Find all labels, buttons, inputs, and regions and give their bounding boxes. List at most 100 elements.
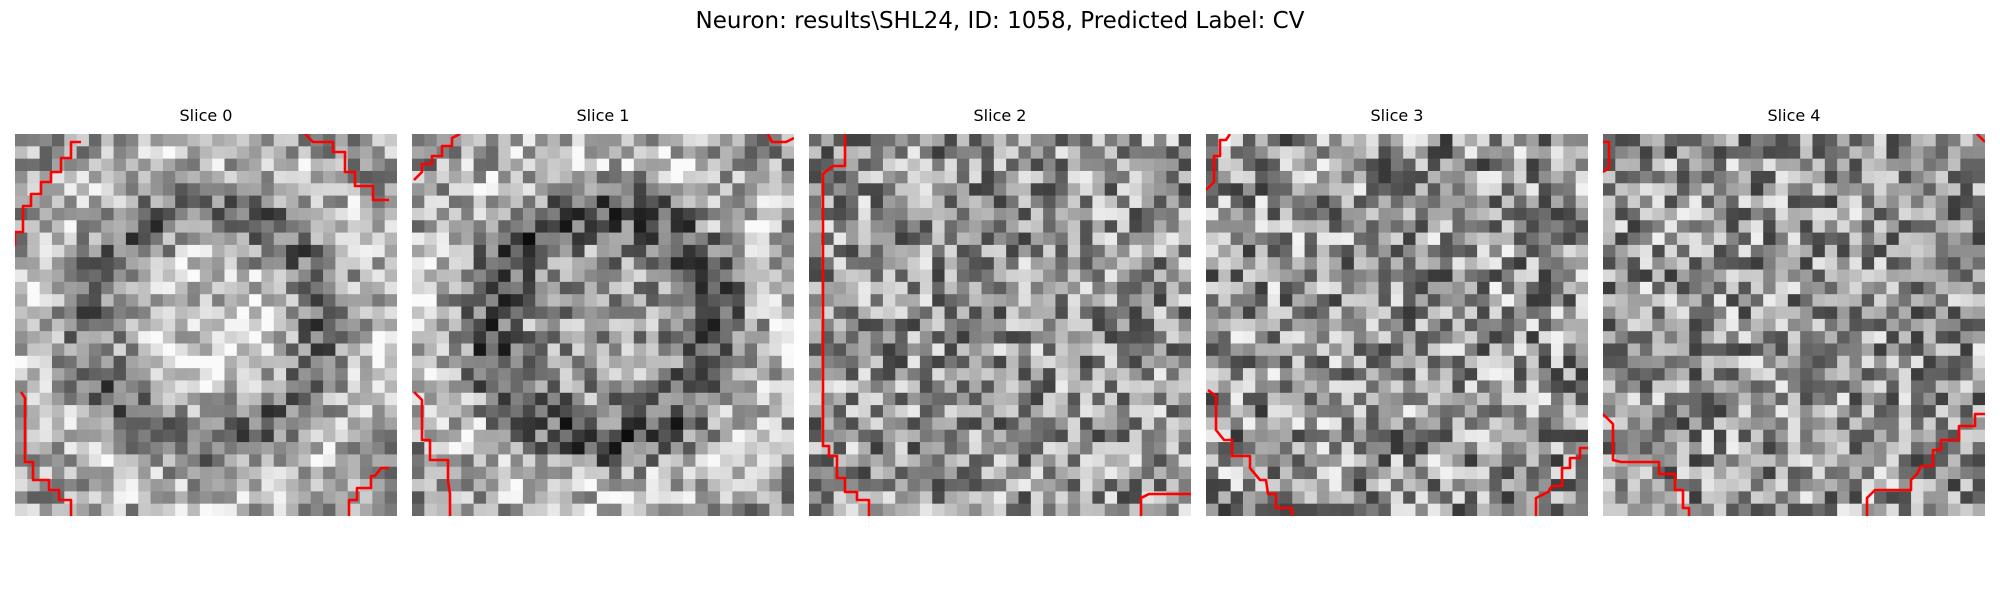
pixel-cell (1329, 232, 1342, 246)
pixel-cell (286, 207, 299, 221)
pixel-cell (1242, 491, 1256, 505)
pixel-cell (744, 158, 758, 172)
pixel-cell (125, 294, 139, 307)
pixel-cell (1427, 207, 1441, 221)
pixel-cell (162, 392, 176, 406)
pixel-cell (1701, 380, 1715, 394)
pixel-cell (1501, 454, 1515, 468)
pixel-cell (1489, 479, 1503, 492)
pixel-cell (1575, 405, 1588, 418)
pixel-cell (1689, 429, 1702, 443)
pixel-cell (384, 331, 397, 344)
pixel-cell (907, 232, 921, 246)
pixel-cell (76, 195, 90, 209)
pixel-cell (769, 479, 783, 492)
pixel-cell (1080, 294, 1093, 307)
pixel-cell (944, 343, 958, 357)
pixel-cell (572, 220, 585, 233)
pixel-cell (1824, 343, 1838, 357)
pixel-cell (981, 306, 995, 320)
pixel-cell (1341, 146, 1355, 160)
pixel-cell (424, 479, 438, 492)
pixel-cell (584, 405, 598, 418)
pixel-cell (572, 405, 585, 418)
pixel-cell (1615, 257, 1629, 270)
pixel-cell (424, 417, 438, 431)
pixel-cell (498, 479, 511, 492)
pixel-cell (113, 331, 127, 344)
pixel-cell (1117, 454, 1130, 468)
pixel-cell (1837, 146, 1850, 160)
pixel-cell (298, 318, 312, 332)
pixel-cell (1639, 479, 1653, 492)
pixel-cell (757, 491, 770, 505)
pixel-cell (670, 158, 684, 172)
pixel-cell (781, 454, 794, 468)
pixel-cell (547, 454, 561, 468)
pixel-cell (1390, 454, 1404, 468)
pixel-cell (683, 331, 696, 344)
pixel-cell (372, 355, 386, 369)
pixel-cell (347, 355, 361, 369)
pixel-cell (461, 207, 475, 221)
pixel-cell (1603, 183, 1616, 197)
pixel-cell (858, 405, 872, 418)
pixel-cell (273, 491, 287, 505)
pixel-cell (138, 479, 151, 492)
pixel-cell (1639, 429, 1653, 443)
pixel-cell (1366, 405, 1379, 418)
pixel-cell (646, 257, 659, 270)
pixel-cell (64, 220, 78, 233)
pixel-cell (1551, 380, 1564, 394)
pixel-cell (1501, 503, 1515, 516)
pixel-cell (384, 244, 397, 258)
pixel-cell (1874, 244, 1887, 258)
pixel-cell (1292, 269, 1305, 283)
pixel-cell (1501, 429, 1515, 443)
pixel-cell (1911, 220, 1924, 233)
pixel-cell (298, 479, 312, 492)
pixel-cell (572, 429, 585, 443)
pixel-cell (384, 343, 397, 357)
pixel-cell (646, 306, 659, 320)
pixel-cell (360, 232, 373, 246)
pixel-cell (1837, 134, 1850, 147)
pixel-cell (535, 417, 548, 431)
pixel-cell (1304, 491, 1318, 505)
pixel-cell (1464, 244, 1478, 258)
pixel-cell (150, 220, 164, 233)
pixel-cell (298, 503, 312, 516)
pixel-cell (1575, 392, 1588, 406)
pixel-cell (1477, 405, 1490, 418)
pixel-cell (1390, 355, 1404, 369)
pixel-cell (473, 134, 487, 147)
pixel-cell (1353, 355, 1367, 369)
pixel-cell (1738, 146, 1752, 160)
pixel-cell (1154, 220, 1167, 233)
pixel-cell (1304, 331, 1318, 344)
pixel-cell (845, 491, 859, 505)
pixel-cell (744, 405, 758, 418)
pixel-cell (286, 257, 299, 270)
pixel-cell (1067, 355, 1081, 369)
pixel-cell (919, 429, 933, 443)
pixel-cell (744, 281, 758, 295)
pixel-cell (535, 134, 548, 147)
pixel-cell (1738, 306, 1752, 320)
pixel-cell (199, 281, 213, 295)
pixel-cell (1849, 355, 1863, 369)
pixel-cell (809, 195, 822, 209)
pixel-cell (670, 454, 684, 468)
pixel-cell (744, 417, 758, 431)
pixel-cell (658, 405, 672, 418)
pixel-cell (596, 232, 610, 246)
pixel-cell (1701, 503, 1715, 516)
pixel-cell (1080, 429, 1093, 443)
pixel-cell (286, 318, 299, 332)
pixel-cell (1477, 392, 1490, 406)
pixel-cell (1750, 281, 1764, 295)
pixel-cell (1874, 134, 1887, 147)
pixel-cell (781, 429, 794, 443)
pixel-cell (1886, 454, 1900, 468)
pixel-cell (1787, 232, 1801, 246)
